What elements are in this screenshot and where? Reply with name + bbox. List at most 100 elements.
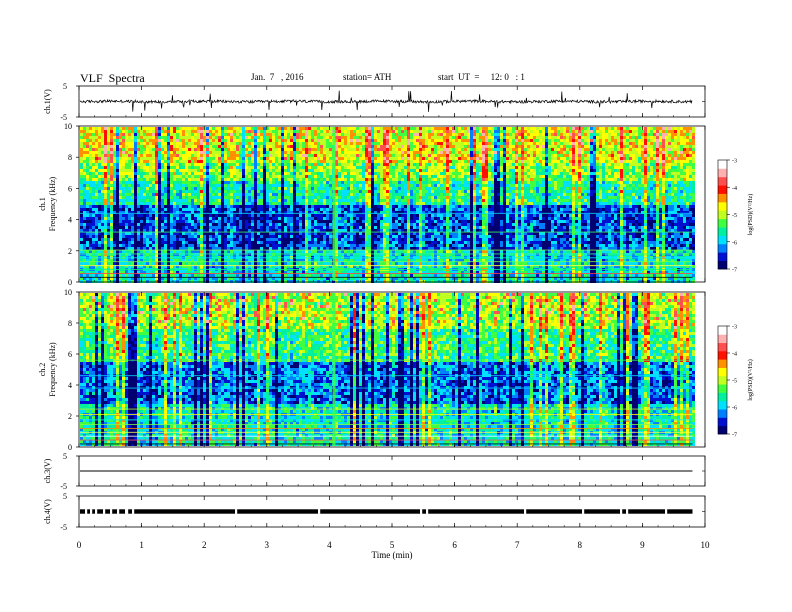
colorbar-tick-label: -5	[732, 213, 737, 219]
colorbar-segment	[718, 244, 727, 253]
colorbar-tick-label: -4	[732, 352, 737, 358]
colorbar-segment	[718, 368, 727, 377]
y-tick-label: 8	[68, 153, 72, 162]
colorbar-segment	[718, 261, 727, 270]
x-tick-label: 8	[578, 540, 583, 550]
colorbar-tick-label: -3	[732, 159, 737, 165]
colorbar-segment	[718, 177, 727, 186]
y-tick-label: 8	[68, 319, 72, 328]
colorbar-segment	[718, 326, 727, 335]
colorbar-segment	[718, 384, 727, 393]
x-tick-label: 7	[515, 540, 520, 550]
ch3-waveform-panel: 5-5ch.3(V)	[43, 452, 705, 491]
vlf-spectra-figure: 5-5ch.1(V) 0246810ch.1 Frequency (kHz)-3-…	[0, 0, 792, 612]
colorbar-segment	[718, 409, 727, 418]
x-tick-label: 5	[390, 540, 395, 550]
colorbar-segment	[718, 219, 727, 228]
y-tick-label: 0	[68, 443, 72, 452]
colorbar: -3 -4 -5 -6 -7 log(PSD)(V²/Hz)	[718, 325, 754, 439]
colorbar-segment	[718, 168, 727, 177]
y-axis-label: ch.4(V)	[43, 499, 52, 524]
time-axis: 0 1 2 3 4 5 6 7 8 9 10 Time (min)	[77, 540, 710, 560]
colorbar-tick-label: -7	[732, 433, 737, 439]
colorbar-segment	[718, 252, 727, 261]
x-tick-label: 9	[640, 540, 645, 550]
x-tick-label: 0	[77, 540, 82, 550]
colorbar-segment	[718, 343, 727, 352]
waveform-gap	[90, 509, 92, 514]
colorbar-segment	[718, 185, 727, 194]
x-tick-label: 10	[701, 540, 711, 550]
x-axis-label: Time (min)	[372, 550, 413, 560]
colorbar-tick-label: -7	[732, 268, 737, 274]
y-tick-label: 4	[68, 381, 72, 390]
colorbar-tick-label: -5	[732, 379, 737, 385]
y-tick-label: 4	[68, 216, 72, 225]
waveform-gap	[95, 509, 97, 514]
colorbar-segment	[718, 334, 727, 343]
colorbar-segment	[718, 235, 727, 244]
colorbar-tick-label: -3	[732, 325, 737, 331]
colorbar-segment	[718, 160, 727, 169]
colorbar-segment	[718, 417, 727, 426]
waveform-gap	[318, 509, 320, 514]
y-tick-label: -5	[60, 113, 67, 122]
ch2-spectrogram-panel: 0 2 4 6 8 10 ch.2 Frequency (kHz) -3 -4 -5 -6 -7 log(…	[38, 288, 754, 452]
waveform-gap	[103, 509, 105, 514]
colorbar: -3 -4 -5 -6 -7 log(PSD)(V²/Hz)	[718, 159, 754, 274]
x-tick-label: 1	[139, 540, 144, 550]
waveform-gap	[620, 509, 622, 514]
y-axis-label: Frequency (kHz)	[48, 176, 57, 231]
waveform-trace	[80, 91, 692, 112]
colorbar-segment	[718, 210, 727, 219]
x-tick-label: 3	[265, 540, 270, 550]
y-tick-label: 2	[68, 247, 72, 256]
colorbar-segment	[718, 202, 727, 211]
y-tick-label: 0	[68, 278, 72, 287]
colorbar-tick-label: -6	[732, 406, 737, 412]
waveform-gap	[420, 509, 422, 514]
burst-column	[333, 293, 336, 446]
x-tick-label: 4	[327, 540, 332, 550]
spectrogram-cells	[80, 127, 695, 283]
waveform-gap	[582, 509, 584, 514]
colorbar-segment	[718, 401, 727, 410]
colorbar-tick-label: -6	[732, 240, 737, 246]
colorbar-segment	[718, 351, 727, 360]
y-tick-label: 6	[68, 350, 72, 359]
colorbar-segment	[718, 426, 727, 435]
waveform-gap	[85, 509, 87, 514]
y-axis-channel-label: ch.2	[38, 363, 47, 377]
y-tick-label: 10	[64, 288, 72, 297]
waveform-gap	[426, 509, 428, 514]
x-tick-label: 2	[202, 540, 207, 550]
colorbar-segment	[718, 359, 727, 368]
y-tick-label: -5	[60, 482, 67, 491]
ch4-waveform-panel: 5 -5 ch.4(V)	[43, 492, 705, 532]
colorbar-segment	[718, 194, 727, 203]
ch1-waveform-panel: 5-5ch.1(V)	[43, 82, 705, 122]
waveform-gap	[235, 509, 237, 514]
y-tick-label: -5	[60, 523, 67, 532]
waveform-gap	[126, 509, 128, 514]
x-tick-label: 6	[452, 540, 457, 550]
y-axis-label: ch.1(V)	[43, 89, 52, 114]
waveform-gap	[524, 509, 526, 514]
waveform-gap	[117, 509, 119, 514]
colorbar-label: log(PSD)(V²/Hz)	[747, 194, 754, 235]
y-tick-label: 5	[63, 452, 67, 461]
y-axis-channel-label: ch.1	[38, 197, 47, 211]
colorbar-label: log(PSD)(V²/Hz)	[747, 359, 754, 400]
y-tick-label: 2	[68, 412, 72, 421]
waveform-trace	[80, 509, 692, 513]
burst-column	[333, 127, 336, 281]
y-axis-label: Frequency (kHz)	[48, 342, 57, 397]
colorbar-segment	[718, 227, 727, 236]
y-tick-label: 5	[63, 492, 67, 501]
waveform-gap	[110, 509, 112, 514]
waveform-gap	[665, 509, 667, 514]
colorbar-tick-label: -4	[732, 186, 737, 192]
y-tick-label: 6	[68, 184, 72, 193]
colorbar-segment	[718, 376, 727, 385]
